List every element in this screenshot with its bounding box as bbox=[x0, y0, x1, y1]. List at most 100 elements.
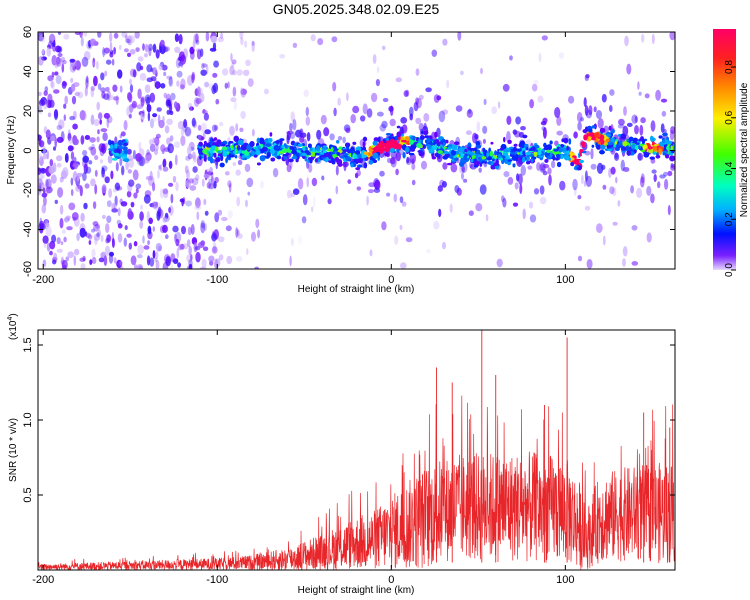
spectrogram-blob bbox=[559, 146, 563, 153]
spectrogram-blob bbox=[460, 157, 465, 164]
spectrogram-blob bbox=[559, 180, 566, 191]
spectrogram-blob bbox=[438, 110, 446, 123]
spectrogram-blob bbox=[599, 150, 605, 155]
spectrogram-blob bbox=[279, 139, 283, 146]
spectrogram-blob bbox=[60, 170, 68, 180]
spectrogram-blob bbox=[237, 159, 243, 166]
spectrogram-blob bbox=[626, 150, 632, 156]
spectrogram-blob bbox=[468, 210, 474, 216]
spectrogram-blob bbox=[83, 163, 88, 175]
spectrogram-blob bbox=[579, 149, 584, 153]
spectrogram-blob bbox=[591, 137, 597, 141]
spectrogram-blob bbox=[509, 149, 515, 153]
spectrogram-blob bbox=[99, 159, 104, 164]
spectrogram-blob bbox=[124, 34, 128, 40]
spectrogram-blob bbox=[628, 136, 634, 141]
spectrogram-blob bbox=[464, 148, 468, 153]
spectrogram-blob bbox=[395, 77, 402, 83]
spectrogram-blob bbox=[230, 145, 234, 149]
spectrogram-blob bbox=[559, 144, 565, 148]
spectrogram-blob bbox=[582, 144, 585, 148]
spectrogram-blob bbox=[66, 226, 73, 231]
spectrogram-blob bbox=[134, 32, 140, 39]
spectrogram-blob bbox=[297, 143, 303, 147]
spectrogram-blob bbox=[57, 46, 63, 53]
spectrogram-blob bbox=[120, 201, 128, 207]
spectrogram-blob bbox=[655, 89, 661, 101]
spectrogram-blob bbox=[166, 137, 171, 145]
spectrogram-blob bbox=[88, 160, 93, 165]
spectrogram-xtick-label: 100 bbox=[556, 274, 574, 286]
spectrogram-blob bbox=[113, 32, 119, 39]
spectrogram-blob bbox=[148, 43, 153, 52]
spectrogram-blob bbox=[67, 132, 72, 142]
spectrogram-blob bbox=[292, 42, 298, 48]
spectrogram-blob bbox=[209, 157, 214, 164]
spectrogram-blob bbox=[225, 157, 228, 164]
spectrogram-blob bbox=[460, 70, 464, 76]
spectrogram-blob bbox=[661, 110, 667, 117]
spectrogram-blob bbox=[61, 229, 66, 235]
spectrogram-blob bbox=[133, 192, 138, 199]
spectrogram-blob bbox=[529, 214, 537, 223]
spectrogram-blob bbox=[106, 117, 110, 129]
spectrogram-blob bbox=[240, 88, 247, 98]
spectrogram-blob bbox=[486, 152, 489, 158]
spectrogram-blob bbox=[136, 254, 143, 259]
spectrogram-blob bbox=[452, 147, 458, 150]
spectrogram-blob bbox=[152, 43, 157, 53]
spectrogram-blob bbox=[244, 163, 251, 173]
spectrogram-blob bbox=[202, 63, 207, 68]
spectrogram-blob bbox=[306, 177, 310, 188]
spectrogram-blob bbox=[63, 103, 67, 109]
spectrogram-blob bbox=[90, 85, 96, 91]
spectrogram-blob bbox=[70, 177, 74, 186]
spectrogram-blob bbox=[670, 145, 674, 151]
spectrogram-blob bbox=[404, 136, 410, 142]
spectrogram-blob bbox=[286, 152, 290, 156]
spectrogram-blob bbox=[597, 141, 601, 145]
spectrogram-ytick-label: -60 bbox=[22, 261, 34, 277]
spectrogram-blob bbox=[239, 32, 244, 40]
spectrogram-blob bbox=[189, 46, 195, 55]
spectrogram-blob bbox=[105, 86, 110, 92]
spectrogram-blob bbox=[311, 206, 314, 213]
spectrogram-blob bbox=[62, 60, 67, 65]
spectrogram-blob bbox=[74, 32, 82, 36]
spectrogram-blob bbox=[72, 171, 78, 182]
spectrogram-blob bbox=[148, 217, 153, 225]
spectrogram-blob bbox=[227, 81, 230, 89]
spectrogram-blob bbox=[120, 131, 126, 137]
spectrogram-blob bbox=[642, 144, 648, 150]
spectrogram-blob bbox=[229, 125, 235, 136]
spectrogram-blob bbox=[123, 158, 130, 163]
spectrogram-blob bbox=[227, 210, 233, 219]
spectrogram-blob bbox=[149, 139, 154, 145]
spectrogram-blob bbox=[356, 186, 362, 191]
spectrogram-blob bbox=[320, 152, 325, 155]
spectrogram-blob bbox=[168, 160, 173, 169]
spectrogram-blob bbox=[658, 135, 663, 139]
spectrogram-blob bbox=[106, 234, 112, 243]
spectrogram-blob bbox=[573, 187, 577, 196]
spectrogram-blob bbox=[520, 165, 526, 176]
spectrogram-blob bbox=[368, 160, 373, 165]
spectrogram-blob bbox=[164, 212, 169, 219]
spectrogram-blob bbox=[367, 152, 371, 157]
spectrogram-blob bbox=[215, 157, 221, 161]
spectrogram-blob bbox=[96, 60, 99, 70]
spectrogram-blob bbox=[544, 145, 549, 150]
spectrogram-blob bbox=[494, 165, 500, 170]
spectrogram-blob bbox=[127, 208, 132, 215]
spectrogram-blob bbox=[236, 256, 243, 262]
spectrogram-blob bbox=[217, 209, 223, 216]
spectrogram-blob bbox=[269, 132, 273, 137]
spectrogram-blob bbox=[50, 79, 54, 89]
spectrogram-blob bbox=[219, 121, 224, 127]
spectrogram-blob bbox=[164, 125, 170, 134]
spectrogram-blob bbox=[259, 180, 264, 189]
spectrogram-blob bbox=[301, 152, 307, 157]
spectrogram-blob bbox=[507, 176, 514, 185]
spectrogram-blob bbox=[235, 169, 241, 176]
spectrogram-blob bbox=[186, 145, 192, 156]
